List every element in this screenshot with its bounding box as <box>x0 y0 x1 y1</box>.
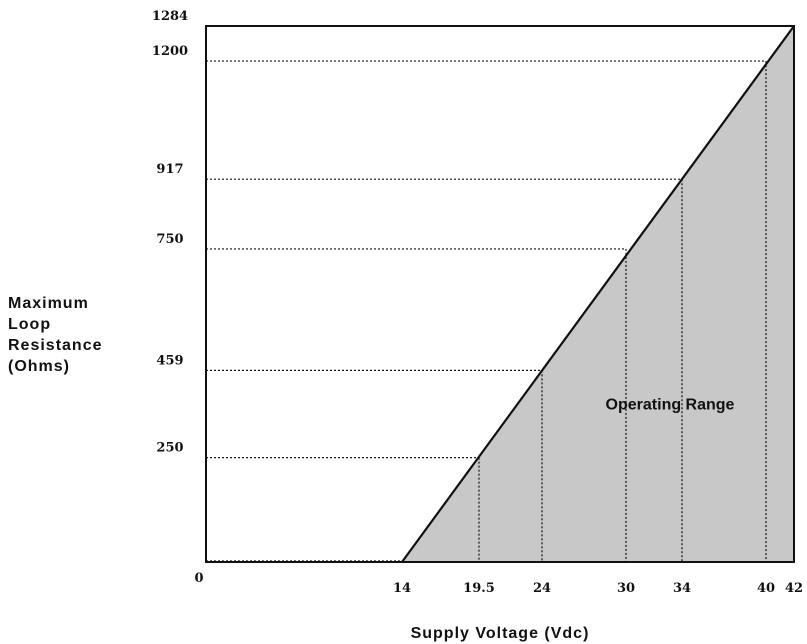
plot-area <box>401 25 795 563</box>
x-tick-label: 0 <box>194 571 203 586</box>
y-tick-label: 250 <box>156 441 183 456</box>
y-tick-label: 1200 <box>152 44 188 59</box>
x-axis-title: Supply Voltage (Vdc) <box>411 625 590 642</box>
y-axis-title-line: (Ohms) <box>8 358 70 375</box>
y-tick-label: 917 <box>156 162 183 177</box>
x-tick-label: 30 <box>617 581 635 596</box>
y-tick-label: 750 <box>156 232 183 247</box>
x-tick-label: 14 <box>393 581 411 596</box>
y-tick-label: 1284 <box>152 9 188 24</box>
y-tick-label: 459 <box>156 353 183 368</box>
x-tick-label: 24 <box>533 581 551 596</box>
x-tick-label: 40 <box>757 581 775 596</box>
y-tick-labels: 250 459 750 917 1200 1284 <box>152 9 188 456</box>
max-resistance-line <box>401 25 795 563</box>
x-tick-labels: 0 14 19.5 24 30 34 40 42 <box>194 571 803 596</box>
plot-frame <box>205 25 795 563</box>
y-axis-title-line: Loop <box>8 316 51 333</box>
x-tick-label: 42 <box>785 581 803 596</box>
x-tick-label: 34 <box>673 581 691 596</box>
y-axis-title: Maximum Loop Resistance (Ohms) <box>8 295 103 375</box>
y-axis-title-line: Resistance <box>8 337 103 354</box>
operating-range-label: Operating Range <box>606 396 735 413</box>
x-tick-label: 19.5 <box>463 581 495 596</box>
y-axis-title-line: Maximum <box>8 295 89 312</box>
